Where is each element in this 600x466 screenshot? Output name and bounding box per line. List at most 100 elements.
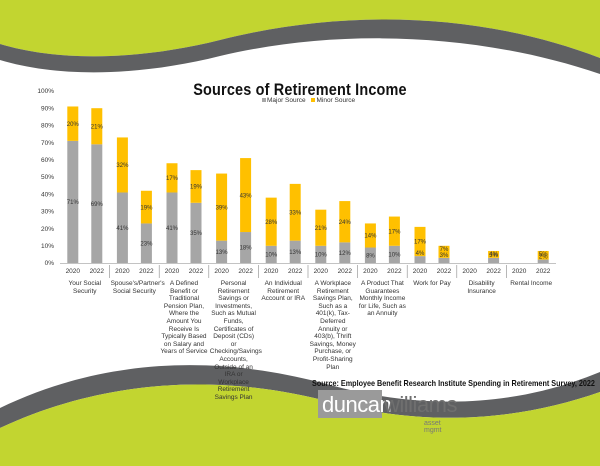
bottom-gray-wave [0,365,600,428]
legend-item-minor: Minor Source [311,97,355,104]
data-label-minor: 4% [489,252,498,258]
x-year-label: 2022 [90,268,105,275]
bar-minor-source [91,108,103,145]
bar-minor-source [438,245,450,258]
bar-minor-source [339,201,351,243]
bar-minor-source [388,216,400,246]
bar-minor-source [166,163,178,193]
bottom-green-wave [0,384,600,466]
legend-item-major: Major Source [262,97,306,104]
logo-word-duncan: duncan [322,392,392,417]
y-tick-label: 30% [41,209,54,216]
bar-major-source [339,242,351,263]
data-label-minor: 5% [539,252,548,258]
data-label-minor: 20% [67,122,80,128]
company-logo: duncan williams asset mgmt [318,390,458,438]
data-label-major: 41% [166,226,179,232]
x-category-label: Personal Retirement Savings or Investmen… [209,280,262,401]
data-label-major: 13% [289,250,302,256]
y-tick-label: 40% [41,191,54,198]
y-tick-label: 70% [41,140,54,147]
bar-major-source [190,202,202,263]
data-label-major: 4% [416,251,425,257]
bar-major-source [488,257,500,263]
x-year-label: 2022 [288,268,303,275]
y-tick-label: 0% [45,260,55,267]
y-tick-label: 100% [37,88,54,95]
bar-minor-source [140,190,152,224]
legend-swatch-minor [311,98,316,102]
x-year-label: 2020 [264,268,279,275]
bar-major-source [67,140,79,263]
x-category-label: Rental Income [510,280,553,287]
x-year-label: 2020 [512,268,527,275]
x-year-label: 2020 [413,268,428,275]
data-label-major: 23% [140,241,153,247]
bar-major-source [289,240,301,263]
bar-minor-source [364,223,376,248]
data-label-minor: 17% [166,176,179,182]
x-category-label: An Individual Retirement Account or IRA [261,280,306,303]
bar-major-source [140,223,152,263]
x-year-label: 2020 [214,268,229,275]
legend-label-minor: Minor Source [316,97,356,104]
bar-major-source [166,192,178,263]
data-label-major: 69% [91,202,104,208]
bar-minor-source [190,170,202,203]
data-label-major: 8% [366,253,375,259]
data-label-major: 2% [539,255,548,261]
bar-major-source [414,256,426,263]
x-year-label: 2022 [387,268,402,275]
top-gray-wave [0,19,600,74]
bar-major-source [364,247,376,263]
legend-label-major: Major Source [267,97,306,104]
data-label-major: 12% [339,251,352,257]
bar-major-source [91,144,103,263]
data-label-minor: 14% [364,234,377,240]
data-label-minor: 43% [240,193,253,199]
logo-box [318,390,382,418]
data-label-minor: 21% [315,226,328,232]
top-green-wave [0,0,600,58]
data-label-major: 18% [240,246,253,252]
data-label-minor: 7% [440,247,449,253]
data-label-major: 13% [216,250,229,256]
x-year-label: 2022 [238,268,253,275]
data-label-minor: 17% [388,229,401,235]
x-year-label: 2020 [363,268,378,275]
x-year-label: 2022 [486,268,501,275]
bar-minor-source [537,250,549,260]
x-category-label: A Defined Benefit or Traditional Pension… [160,280,208,356]
bar-minor-source [289,183,301,241]
data-label-minor: 19% [140,205,153,211]
data-label-minor: 19% [190,185,203,191]
bar-minor-source [216,173,228,241]
bar-major-source [388,245,400,263]
chart-title: Sources of Retirement Income [193,80,407,99]
x-year-label: 2020 [462,268,477,275]
x-category-label: Work for Pay [413,280,451,287]
x-year-label: 2022 [437,268,452,275]
legend-swatch-major [262,98,266,102]
logo-word-williams: williams [384,392,458,417]
bar-minor-source [414,226,426,257]
data-label-major: 3% [489,253,498,259]
x-category-label: Spouse's/Partner's Social Security [110,280,165,295]
x-year-label: 2020 [165,268,180,275]
bar-major-source [116,192,128,263]
data-label-minor: 32% [116,163,129,169]
x-year-label: 2022 [338,268,353,275]
x-year-label: 2020 [314,268,329,275]
bar-major-source [216,240,228,263]
data-label-minor: 21% [91,124,104,130]
x-year-label: 2022 [189,268,204,275]
logo-subtitle: asset mgmt [424,420,442,434]
x-year-label: 2022 [139,268,154,275]
bar-major-source [537,259,549,263]
data-label-major: 3% [440,253,449,259]
y-tick-label: 60% [41,157,54,164]
y-tick-label: 10% [41,243,54,250]
data-label-major: 10% [315,253,328,259]
